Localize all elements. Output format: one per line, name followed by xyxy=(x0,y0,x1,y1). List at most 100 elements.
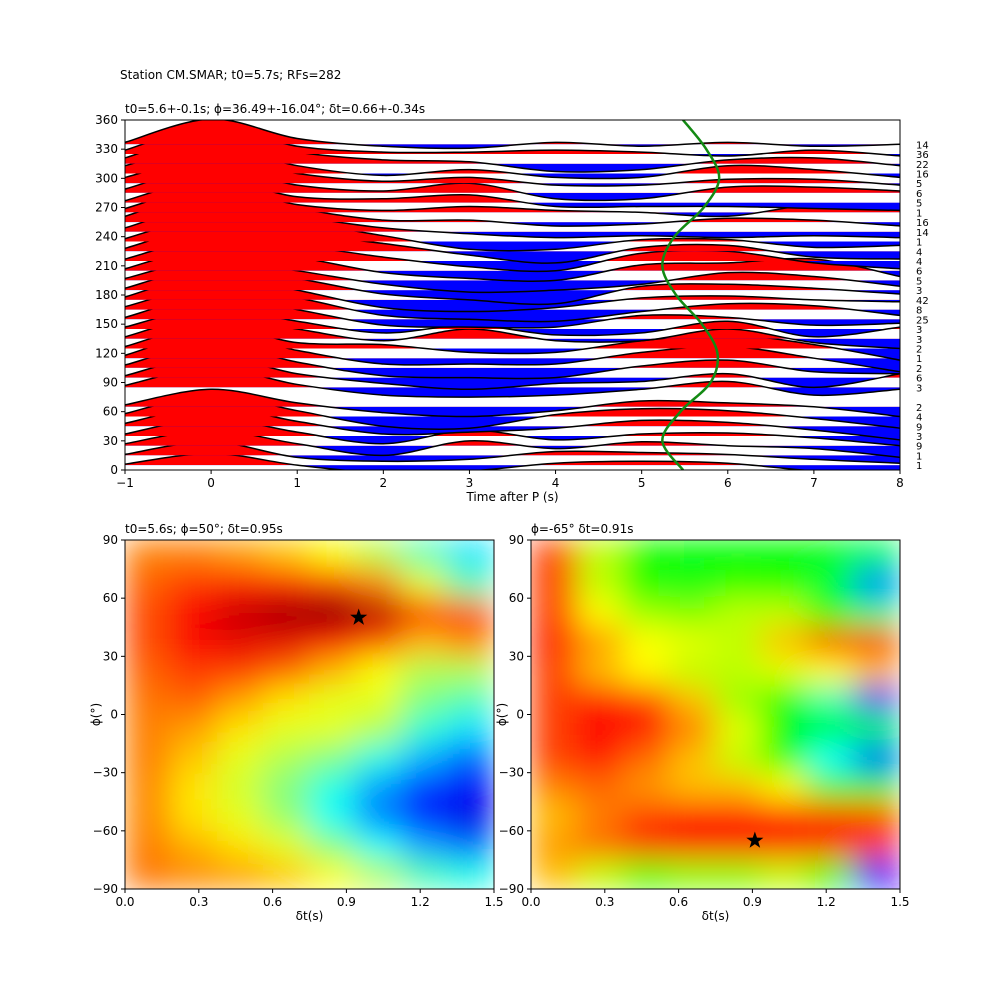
y-tick-label: 150 xyxy=(95,317,118,331)
positive-fill xyxy=(125,344,785,368)
heatmap-cell xyxy=(853,597,900,628)
heatmap-cell xyxy=(262,540,310,570)
heatmap-cell xyxy=(447,568,494,599)
trace-count: 9 xyxy=(916,442,922,453)
y-tick-label: 270 xyxy=(95,201,118,215)
heatmap-cell xyxy=(309,540,357,570)
heatmap-cell xyxy=(125,568,172,599)
negative-fill xyxy=(125,406,900,417)
heatmap-cell xyxy=(309,714,357,745)
positive-fill xyxy=(125,295,751,320)
heatmap-cell xyxy=(125,801,172,832)
positive-fill xyxy=(125,120,773,145)
heatmap-cell xyxy=(622,801,670,832)
heatmap-cell xyxy=(216,830,264,861)
trace-count: 42 xyxy=(916,296,929,307)
y-tick-label: 60 xyxy=(509,591,524,605)
heatmap-cell xyxy=(401,626,449,657)
heatmap-cell xyxy=(622,626,670,657)
trace-count: 1 xyxy=(916,208,922,219)
heatmap-cell xyxy=(170,684,218,715)
best-fit-marker xyxy=(746,831,764,848)
heatmap-cell xyxy=(576,714,624,745)
heatmap-cells xyxy=(531,540,900,889)
x-tick-label: 1.5 xyxy=(484,895,503,909)
heatmap-cell xyxy=(668,684,716,715)
heatmap-cell xyxy=(125,540,172,570)
x-axis-label: Time after P (s) xyxy=(465,490,558,504)
heatmap-cell xyxy=(807,859,855,889)
heatmap-cell xyxy=(447,830,494,861)
heatmap-cell xyxy=(447,597,494,628)
negative-fill xyxy=(125,319,900,329)
heatmap-cell xyxy=(853,772,900,803)
heatmap-cell xyxy=(761,772,809,803)
x-tick-label: 3 xyxy=(466,476,474,490)
heatmap-cell xyxy=(761,626,809,657)
x-tick-label: 0 xyxy=(207,476,215,490)
trace-count: 14 xyxy=(916,228,929,239)
heatmap-cell xyxy=(807,684,855,715)
positive-fill xyxy=(125,389,814,407)
positive-fill xyxy=(125,258,853,281)
y-tick-label: 30 xyxy=(103,434,118,448)
axes-frame xyxy=(530,539,901,890)
heatmap-cell xyxy=(531,743,578,774)
heatmap-cell xyxy=(170,714,218,745)
heatmap-cell xyxy=(622,568,670,599)
heatmap-cell xyxy=(262,626,310,657)
positive-fill xyxy=(125,266,845,291)
heatmap-cell xyxy=(761,743,809,774)
trace-count: 4 xyxy=(916,257,922,268)
negative-fill xyxy=(320,435,900,446)
heatmap-cell xyxy=(401,830,449,861)
heatmap-cell xyxy=(355,859,403,889)
heatmap-cell xyxy=(125,859,172,889)
negative-fill xyxy=(125,241,900,251)
heatmap-cell xyxy=(216,568,264,599)
heatmap-cell xyxy=(262,743,310,774)
y-tick-label: 90 xyxy=(103,376,118,390)
heatmap-cell xyxy=(355,801,403,832)
negative-fill xyxy=(425,348,900,361)
heatmap-cell xyxy=(853,830,900,861)
trace-count: 4 xyxy=(916,413,922,424)
heatmap-cell xyxy=(668,743,716,774)
y-tick-label: 30 xyxy=(509,649,524,663)
heatmap-cell xyxy=(853,859,900,889)
heatmap-cell xyxy=(309,772,357,803)
heatmap-cell xyxy=(309,597,357,628)
y-tick-label: −90 xyxy=(93,882,118,896)
heatmap-cell xyxy=(355,743,403,774)
heatmap-cell xyxy=(125,743,172,774)
negative-fill xyxy=(125,465,900,470)
heatmap-cell xyxy=(216,801,264,832)
heatmap-cell xyxy=(401,859,449,889)
heatmap-cell xyxy=(309,859,357,889)
x-tick-label: 0.6 xyxy=(669,895,688,909)
x-tick-label: 6 xyxy=(724,476,732,490)
heatmap-cell xyxy=(715,859,763,889)
trace-line xyxy=(125,441,900,464)
heatmap-cell xyxy=(262,597,310,628)
trace-count: 3 xyxy=(916,335,922,346)
negative-fill xyxy=(125,367,900,379)
heatmap-cell xyxy=(853,684,900,715)
heatmap-cell xyxy=(125,655,172,686)
positive-fill xyxy=(125,325,900,349)
heatmap-cell xyxy=(531,540,578,570)
x-tick-label: 5 xyxy=(638,476,646,490)
heatmap-cell xyxy=(668,626,716,657)
heatmap-cells xyxy=(125,540,494,889)
heatmap-cell xyxy=(531,597,578,628)
heatmap-cell xyxy=(715,655,763,686)
x-tick-label: 7 xyxy=(810,476,818,490)
heatmap-cell xyxy=(576,859,624,889)
trace-count: 1 xyxy=(916,354,922,365)
negative-fill xyxy=(125,416,900,430)
x-tick-label: 1.2 xyxy=(411,895,430,909)
heatmap-cell xyxy=(668,655,716,686)
trace-count: 25 xyxy=(916,315,929,326)
negative-fill xyxy=(125,251,900,264)
